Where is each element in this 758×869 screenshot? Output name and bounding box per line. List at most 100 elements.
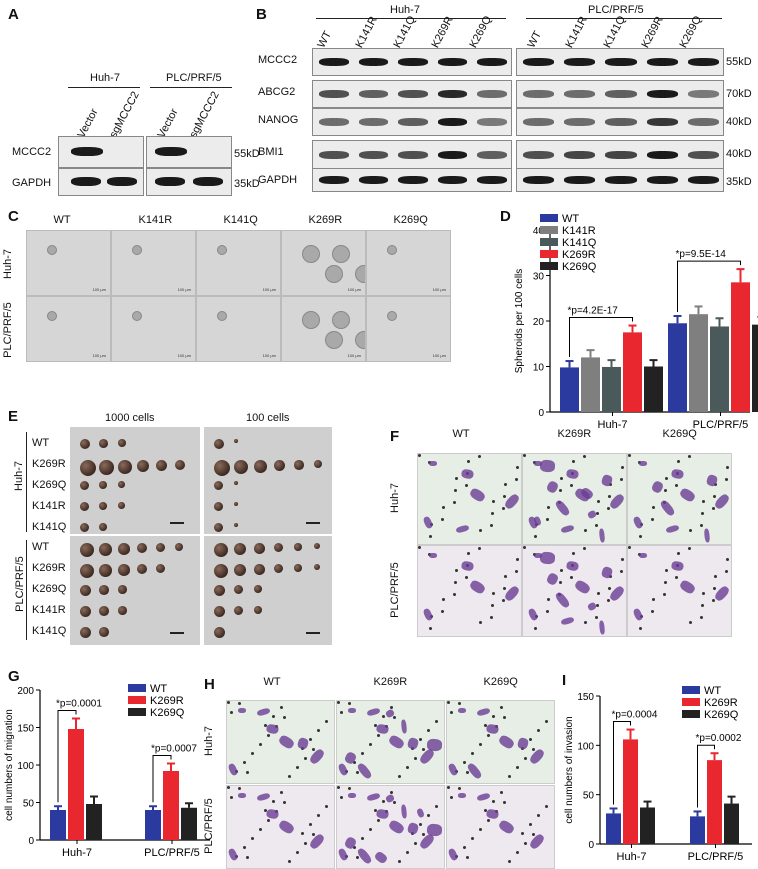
nucleus: [688, 455, 691, 458]
nucleus: [280, 706, 283, 709]
bar: [623, 332, 642, 412]
scale-bar-label: 100 μm: [177, 287, 191, 292]
nucleus: [597, 592, 600, 595]
nucleus: [465, 484, 468, 487]
scale-bar-label: 100 μm: [347, 353, 361, 358]
bar: [86, 804, 102, 840]
nucleus: [471, 837, 474, 840]
nucleus: [620, 478, 623, 481]
tumor: [137, 543, 148, 554]
y-tick-label: 150: [577, 692, 594, 703]
x-tick-label: PLC/PRF/5: [688, 851, 744, 863]
stain-photo: [336, 785, 445, 869]
nucleus: [312, 833, 315, 836]
nucleus: [453, 501, 456, 504]
nucleus: [652, 598, 655, 601]
stained-cell: [586, 601, 598, 612]
y-tick-label: 100: [17, 761, 34, 772]
y-tick-label: 50: [583, 791, 595, 802]
tumor: [175, 460, 185, 470]
stained-cell: [256, 792, 271, 802]
tumor: [80, 606, 91, 617]
nucleus: [337, 786, 340, 789]
nucleus: [272, 800, 275, 803]
tumor: [80, 502, 89, 511]
legend-swatch: [128, 684, 146, 692]
row-label-gapdh: GAPDH: [258, 174, 298, 186]
legend-label: K269R: [704, 697, 738, 709]
stained-cell: [277, 733, 296, 751]
nucleus: [340, 796, 343, 799]
column-label: K269R: [557, 428, 592, 440]
nucleus: [264, 724, 267, 727]
tumor: [314, 460, 322, 468]
tumor: [234, 502, 238, 506]
marker-label: 35kD: [726, 176, 752, 188]
nucleus: [596, 604, 599, 607]
column-header: 100 cells: [246, 412, 290, 424]
stained-cell: [586, 509, 598, 520]
blot-band: [358, 90, 389, 98]
row-label: K269R: [32, 562, 66, 574]
stained-cell: [429, 553, 437, 558]
group-label-huh7: Huh-7: [13, 461, 25, 491]
blot-band: [564, 151, 596, 159]
column-label: WT: [263, 676, 281, 688]
nucleus: [584, 529, 587, 532]
nucleus: [251, 752, 254, 755]
tumor: [214, 627, 225, 638]
stained-cell: [429, 461, 437, 466]
nucleus: [447, 701, 450, 704]
stain-photo: [627, 453, 732, 545]
scale-bar: [170, 632, 184, 634]
blot-band: [687, 151, 719, 159]
row-label: PLC/PRF/5: [389, 562, 401, 618]
nucleus: [361, 837, 364, 840]
nucleus: [356, 771, 359, 774]
bar: [668, 323, 687, 412]
nucleus: [491, 512, 494, 515]
tumor: [274, 460, 286, 472]
row-label: K269Q: [32, 479, 67, 491]
nucleus: [455, 477, 458, 480]
tumor: [137, 460, 150, 473]
spheroid-photo: 100 μm: [111, 296, 196, 362]
spheroid: [302, 245, 320, 263]
blot-band: [358, 151, 389, 159]
y-tick-label: 0: [588, 840, 594, 851]
nucleus: [478, 547, 481, 550]
nucleus: [584, 621, 587, 624]
panel-label-i: I: [562, 672, 567, 689]
marker-label: 40kD: [726, 116, 752, 128]
bar: [560, 367, 579, 412]
nucleus: [529, 823, 532, 826]
nucleus: [559, 581, 562, 584]
photo-divider: [70, 534, 332, 536]
stained-cell: [632, 515, 644, 530]
nucleus: [422, 748, 425, 751]
stained-cell: [265, 723, 280, 735]
spheroid: [325, 331, 343, 349]
legend-label: K269Q: [562, 261, 597, 273]
stained-cell: [665, 524, 680, 534]
column-label: K269Q: [393, 214, 428, 226]
nucleus: [259, 743, 262, 746]
nucleus: [675, 576, 678, 579]
nucleus: [607, 599, 610, 602]
spheroid: [132, 245, 142, 255]
p-value-label: *p=0.0002: [696, 733, 742, 744]
lane-label: K269Q: [677, 14, 705, 51]
spheroid: [217, 311, 227, 321]
nucleus: [283, 716, 286, 719]
nucleus: [537, 814, 540, 817]
nucleus: [487, 734, 490, 737]
stained-cell: [337, 762, 349, 777]
legend-label: K269R: [562, 249, 596, 261]
tumor: [118, 460, 132, 474]
nucleus: [455, 569, 458, 572]
nucleus: [524, 757, 527, 760]
stained-cell: [497, 818, 516, 836]
nucleus: [251, 837, 254, 840]
nucleus: [484, 809, 487, 812]
x-tick-label: PLC/PRF/5: [144, 847, 200, 859]
